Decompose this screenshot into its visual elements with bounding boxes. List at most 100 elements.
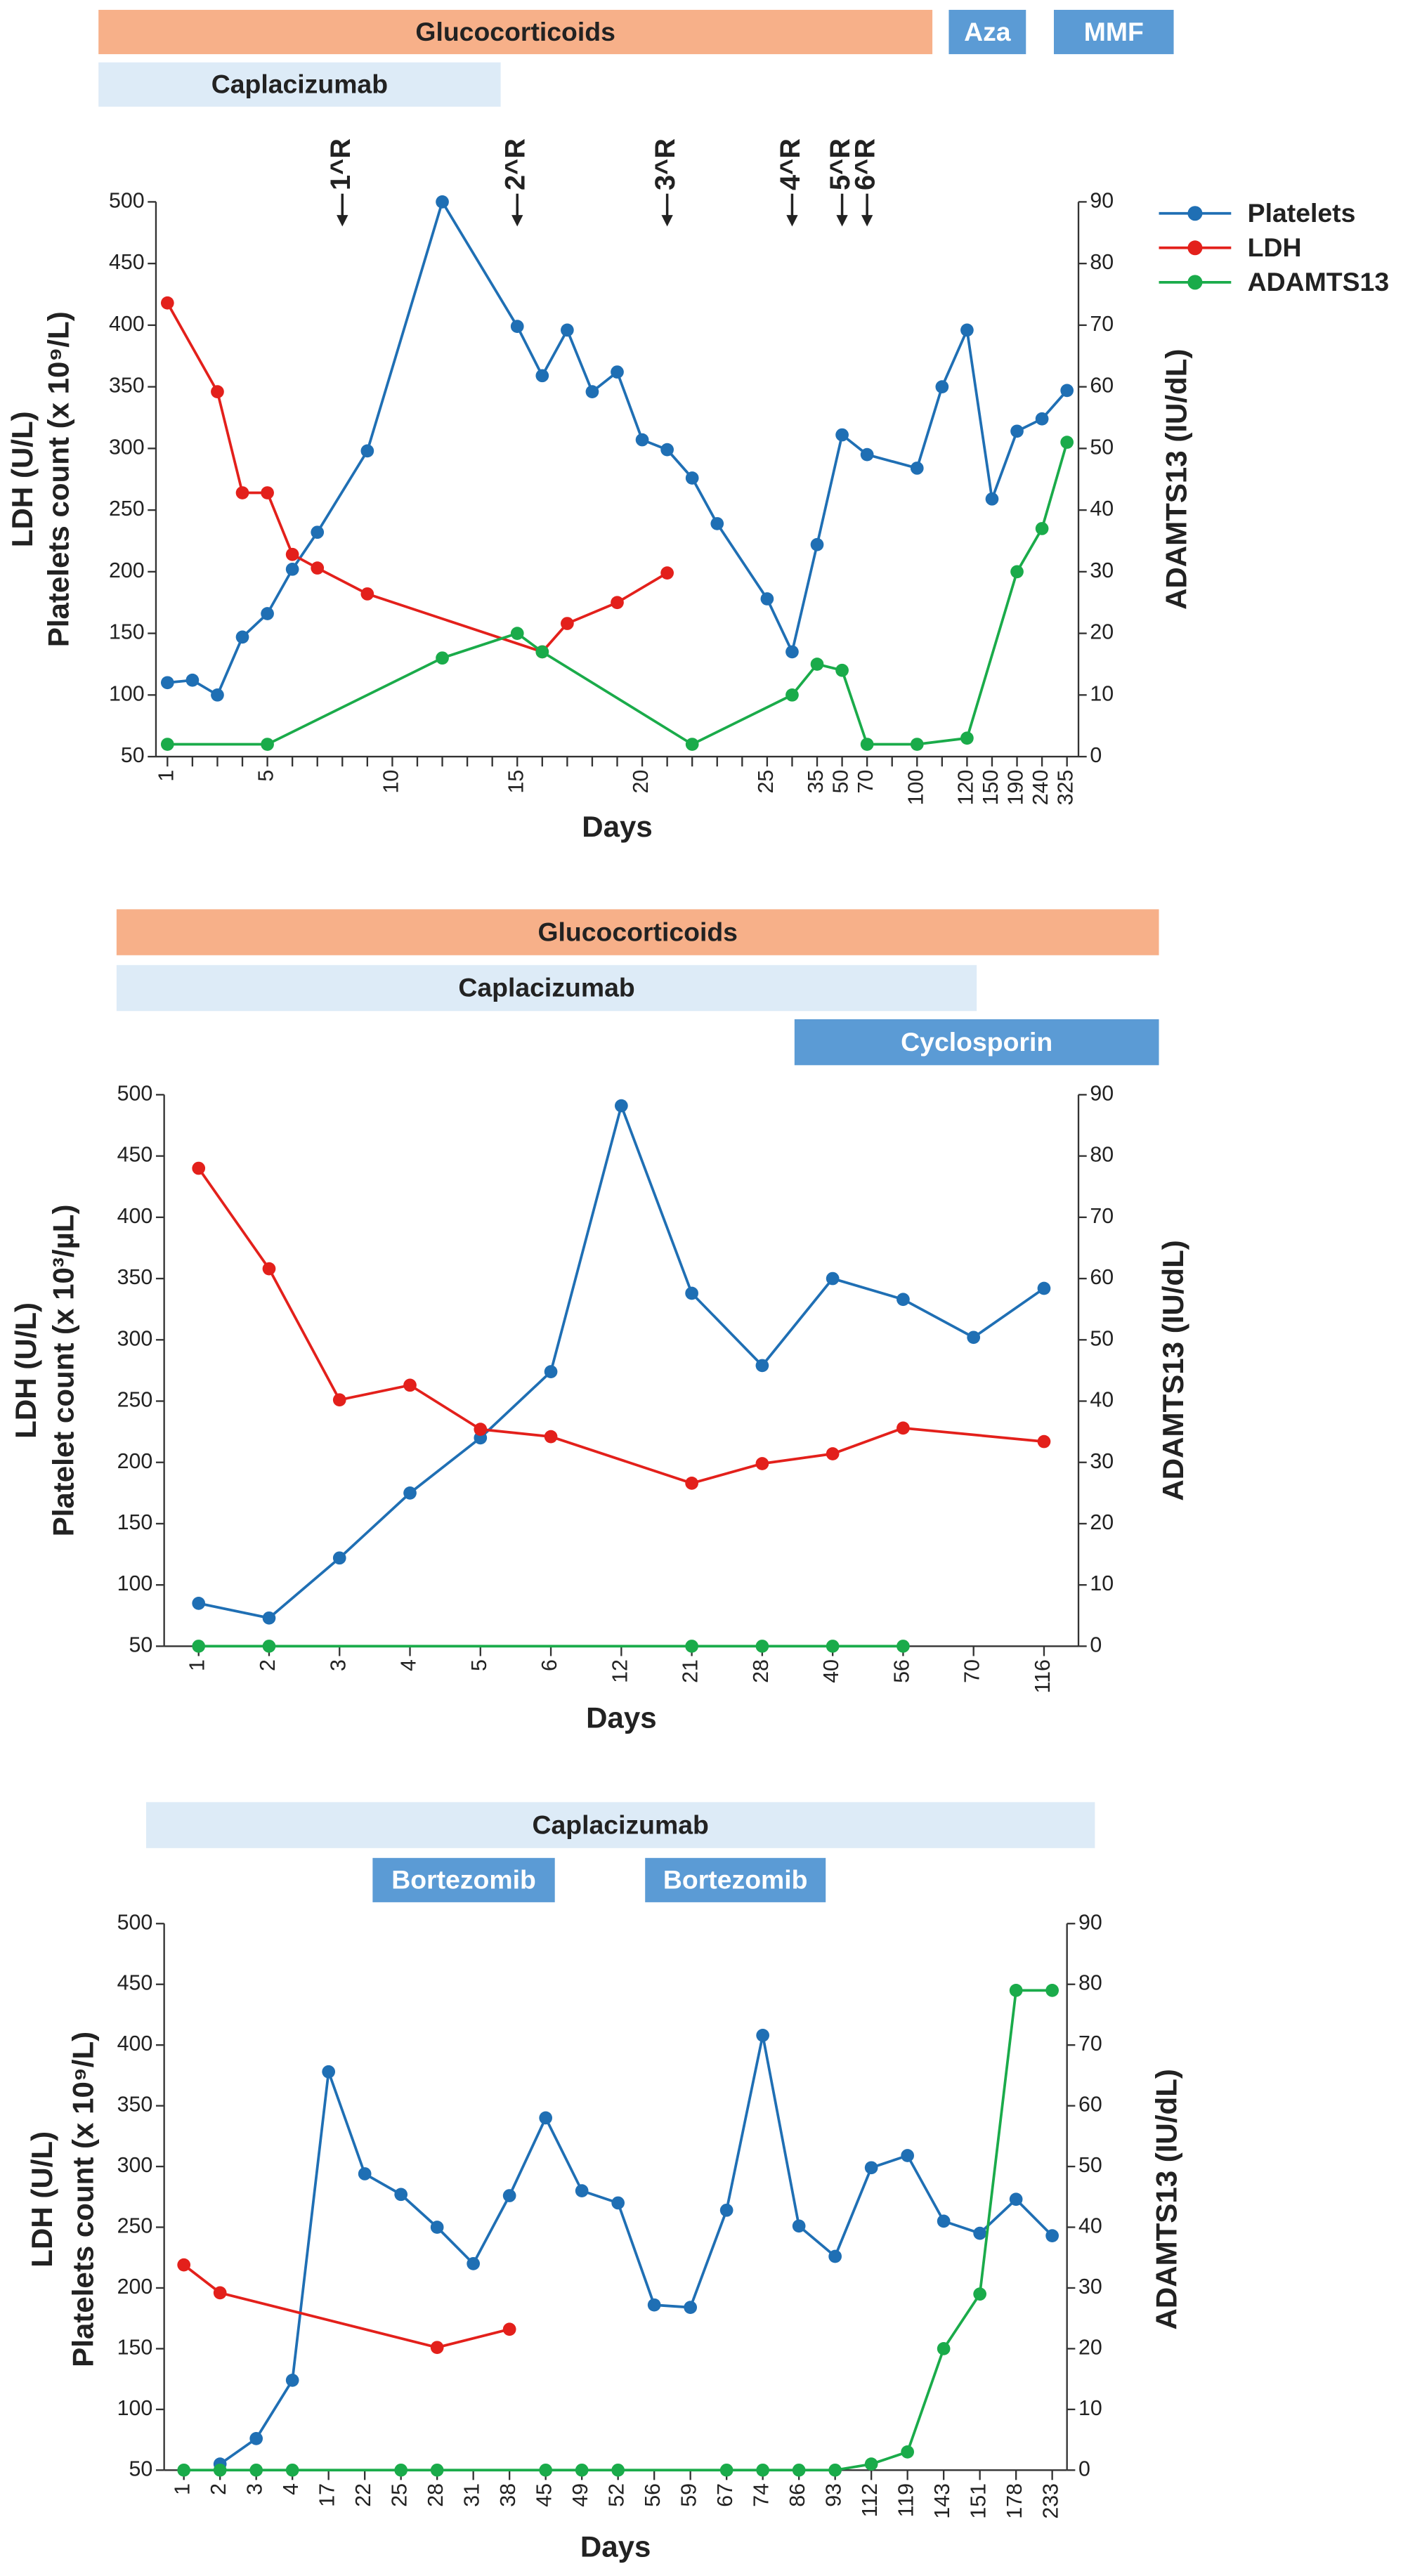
data-point [510, 627, 524, 640]
x-tick-label: 56 [641, 2483, 665, 2507]
x-axis-label: Days [580, 2530, 651, 2563]
data-point [835, 663, 849, 677]
data-point [826, 1447, 840, 1460]
therapy-bar [145, 1802, 1095, 1848]
data-point [756, 2028, 770, 2042]
annotation: 3^R [650, 138, 681, 190]
data-point [322, 2065, 336, 2079]
series-line [183, 1989, 1052, 2472]
data-point [756, 2463, 770, 2477]
y2-tick-label: 60 [1078, 2093, 1102, 2117]
y-tick-label: 350 [117, 2093, 153, 2117]
annotation: 2^R [500, 138, 531, 190]
x-tick-label: 1 [171, 2483, 195, 2495]
data-point [755, 1640, 769, 1653]
y-tick-label: 50 [129, 2457, 153, 2480]
therapy-label: Caplacizumab [458, 973, 634, 1002]
data-point [835, 428, 849, 442]
therapy-bar [98, 62, 501, 107]
y2-axis-label: ADAMTS13 (IU/dL) [1156, 1240, 1189, 1501]
data-point [896, 1293, 910, 1307]
y-tick-label: 350 [117, 1266, 153, 1289]
data-point [647, 2298, 661, 2312]
data-point [213, 2286, 227, 2300]
y-tick-label: 300 [117, 1327, 153, 1350]
data-point [685, 1286, 698, 1300]
data-point [635, 433, 649, 447]
x-tick-label: 25 [389, 2483, 412, 2507]
x-tick-label: 59 [678, 2483, 701, 2507]
y-tick-label: 200 [117, 1450, 153, 1473]
legend-label: Platelets [1248, 198, 1356, 228]
data-point [358, 2167, 372, 2181]
therapy-bar [372, 1857, 555, 1902]
series-line [183, 2263, 510, 2349]
data-point [896, 1421, 910, 1435]
data-point [1037, 1281, 1051, 1295]
data-point [262, 1262, 276, 1276]
x-tick-label: 112 [859, 2483, 882, 2517]
data-point [611, 365, 624, 379]
data-point [785, 688, 799, 702]
data-point [685, 1640, 698, 1653]
data-point [864, 2457, 878, 2471]
x-tick-label: 325 [1055, 770, 1078, 806]
data-point [235, 630, 249, 644]
y2-tick-label: 70 [1090, 313, 1114, 336]
data-point [430, 2341, 444, 2355]
therapy-bar [1053, 10, 1174, 55]
data-point [185, 673, 200, 687]
y-tick-label: 300 [109, 436, 145, 459]
x-tick-label: 6 [538, 1659, 561, 1671]
data-point [826, 1640, 840, 1653]
data-point [985, 492, 999, 506]
x-tick-label: 28 [750, 1659, 773, 1683]
data-point [660, 566, 674, 580]
series-line [166, 302, 668, 654]
data-point [502, 2189, 516, 2202]
y-tick-label: 300 [117, 2154, 153, 2177]
y2-tick-label: 60 [1090, 1266, 1114, 1289]
data-point [510, 320, 524, 333]
therapy-label: Caplacizumab [211, 70, 388, 99]
data-point [760, 592, 774, 606]
x-tick-label: 2 [256, 1659, 280, 1671]
y-tick-label: 250 [109, 497, 145, 521]
y2-tick-label: 10 [1090, 1572, 1114, 1595]
data-point [535, 369, 549, 383]
x-tick-label: 5 [468, 1659, 491, 1671]
x-tick-label: 52 [606, 2483, 629, 2507]
data-point [360, 587, 374, 601]
data-point [685, 1477, 698, 1490]
data-point [685, 738, 699, 751]
data-point [535, 645, 549, 659]
data-point [575, 2463, 589, 2477]
data-point [1009, 2192, 1023, 2206]
y2-tick-label: 10 [1078, 2397, 1102, 2420]
series-line [219, 2034, 1053, 2466]
y-tick-label: 500 [109, 189, 145, 212]
data-point [249, 2432, 263, 2445]
data-point [561, 617, 574, 630]
y-axis-label: Platelet count (x 10³/µL) [47, 1204, 80, 1536]
series-line [198, 1101, 1045, 1620]
y2-tick-label: 90 [1090, 189, 1114, 212]
data-point [910, 462, 924, 475]
data-point [901, 2445, 914, 2459]
data-point [394, 2463, 408, 2477]
therapy-label: Cyclosporin [901, 1027, 1052, 1057]
x-tick-label: 4 [398, 1659, 421, 1671]
therapy-label: Aza [964, 17, 1012, 46]
data-point [719, 2203, 733, 2217]
data-point [1010, 565, 1024, 579]
x-tick-label: 1 [155, 770, 178, 782]
x-tick-label: 240 [1029, 770, 1052, 806]
data-point [430, 2463, 444, 2477]
y-tick-label: 50 [129, 1633, 153, 1656]
data-point [1045, 2229, 1059, 2242]
data-point [860, 447, 874, 462]
y2-tick-label: 90 [1090, 1082, 1114, 1105]
data-point [826, 1271, 840, 1286]
y2-tick-label: 20 [1090, 621, 1114, 644]
y2-tick-label: 20 [1078, 2336, 1102, 2359]
